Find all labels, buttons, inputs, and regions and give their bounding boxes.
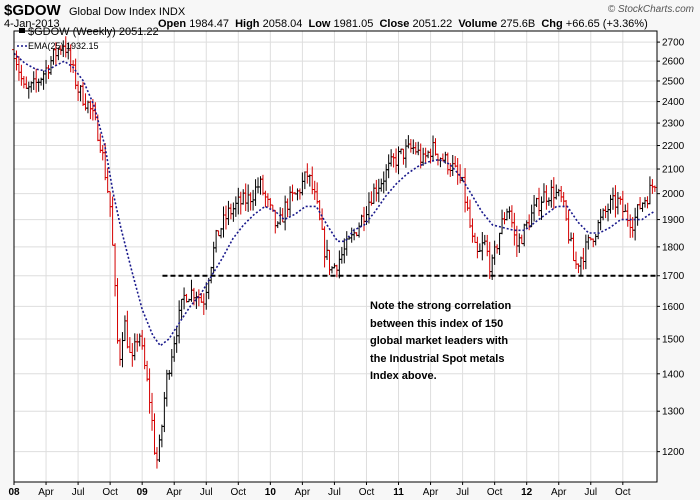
- x-tick-label: Apr: [295, 487, 311, 498]
- y-tick-label: 2300: [662, 119, 685, 130]
- annotation-line: Index above.: [370, 370, 437, 382]
- y-tick-label: 2100: [662, 165, 685, 176]
- annotation-line: global market leaders with: [370, 335, 509, 347]
- annotation-line: Note the strong correlation: [370, 300, 512, 312]
- x-tick-label: Oct: [487, 487, 503, 498]
- x-axis-labels: 08 Apr Jul Oct 09 Apr Jul Oct 10 Apr Jul Oct 11 Apr Ju…: [8, 482, 631, 498]
- x-tick-label: 10: [265, 487, 277, 498]
- open-value: 1984.47: [189, 18, 229, 30]
- ohlc-summary: Open 1984.47 High 2058.04 Low 1981.05 Cl…: [158, 18, 648, 30]
- index-name: Global Dow Index INDX: [69, 6, 185, 18]
- open-label: Open: [158, 18, 187, 30]
- high-label: High: [235, 18, 260, 30]
- y-tick-label: 2000: [662, 189, 685, 200]
- ema-legend-label: EMA(25) 1932.15: [28, 41, 99, 51]
- plot-border: [13, 30, 658, 483]
- index-exchange: INDX: [158, 6, 186, 18]
- low-label: Low: [308, 18, 331, 30]
- x-tick-label: Oct: [359, 487, 375, 498]
- volume-value: 275.6B: [500, 18, 536, 30]
- y-tick-label: 1200: [662, 447, 685, 458]
- stockcharts-logo: © StockCharts.com: [607, 4, 694, 15]
- price-legend-swatch: [19, 28, 25, 33]
- y-tick-label: 1900: [662, 215, 685, 226]
- annotation-line: the Industrial Spot metals: [370, 352, 505, 365]
- y-tick-label: 1300: [662, 407, 685, 418]
- volume-label: Volume: [458, 18, 498, 30]
- y-tick-label: 1800: [662, 242, 685, 253]
- y-tick-label: 2500: [662, 76, 685, 87]
- y-axis-labels: 1200 1300 1400 1500 1600 1700 1800 1900 2000 2100…: [657, 38, 685, 458]
- price-legend-label: $GDOW (Weekly) 2051.22: [28, 26, 159, 38]
- quote-date: 4-Jan-2013: [4, 18, 60, 30]
- y-tick-label: 2700: [662, 38, 685, 49]
- x-tick-label: Jul: [456, 487, 469, 498]
- y-tick-label: 1700: [662, 271, 685, 282]
- index-name-text: Global Dow Index: [69, 6, 156, 18]
- y-tick-label: 2400: [662, 97, 685, 108]
- chg-value: +66.65 (+3.36%): [565, 18, 648, 30]
- x-tick-label: Apr: [551, 487, 567, 498]
- ohlc-bars: [12, 36, 657, 469]
- x-tick-label: Apr: [423, 487, 439, 498]
- chart-annotation: Note the strong correlation between this…: [370, 298, 540, 386]
- x-tick-label: Apr: [166, 487, 182, 498]
- y-tick-label: 1400: [662, 369, 685, 380]
- close-value: 2051.22: [412, 18, 453, 30]
- x-tick-label: 09: [137, 487, 149, 498]
- x-tick-label: 08: [8, 487, 20, 498]
- annotation-line: between this index of 150: [370, 317, 504, 330]
- plot-area: [14, 31, 657, 482]
- x-tick-label: Jul: [584, 487, 597, 498]
- x-tick-label: Apr: [38, 487, 54, 498]
- x-tick-label: Jul: [328, 487, 341, 498]
- y-tick-label: 1600: [662, 302, 685, 313]
- x-tick-label: Oct: [231, 487, 247, 498]
- chg-label: Chg: [541, 18, 563, 30]
- ema-line: [13, 52, 656, 347]
- y-tick-label: 1500: [662, 334, 685, 345]
- x-tick-label: Oct: [102, 487, 118, 498]
- x-tick-label: 12: [521, 487, 533, 498]
- close-label: Close: [379, 18, 410, 30]
- x-tick-label: Jul: [200, 487, 213, 498]
- x-tick-label: 11: [393, 487, 404, 498]
- x-tick-label: Jul: [72, 487, 85, 498]
- x-tick-label: Oct: [615, 487, 631, 498]
- y-tick-label: 2200: [662, 141, 685, 152]
- high-value: 2058.04: [262, 18, 303, 30]
- low-value: 1981.05: [333, 18, 374, 30]
- chart-legend: $GDOW (Weekly) 2051.22 EMA(25) 1932.15: [17, 26, 159, 51]
- ticker-symbol: $GDOW: [4, 2, 61, 19]
- y-tick-label: 2600: [662, 57, 685, 68]
